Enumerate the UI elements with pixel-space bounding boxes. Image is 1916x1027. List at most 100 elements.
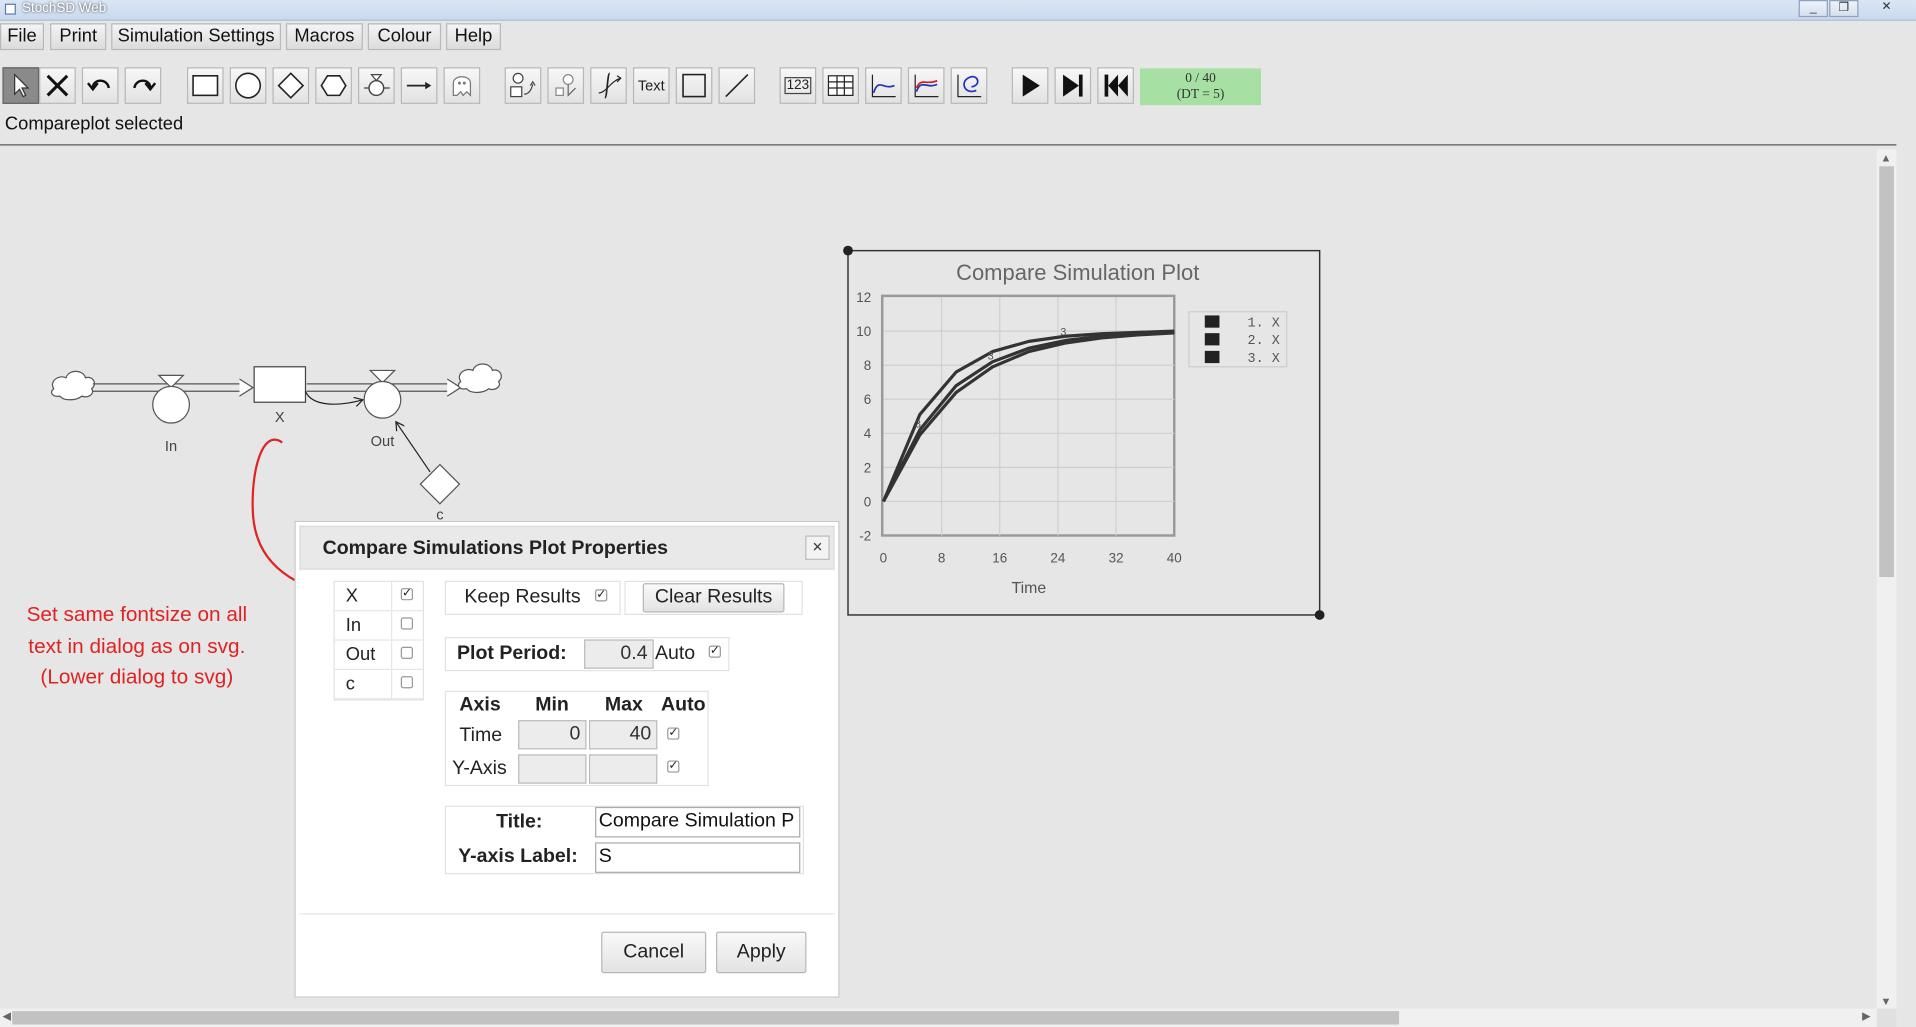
delete-button[interactable] (39, 67, 76, 104)
numberbox-tool-button[interactable] (504, 67, 542, 104)
variable-checkbox[interactable] (400, 617, 414, 630)
plot-period-input[interactable]: 0.4 (584, 639, 654, 669)
y-tick-label: 2 (864, 460, 871, 475)
inflow-valve[interactable] (152, 385, 191, 424)
table-icon (827, 75, 854, 96)
timeplot-tool-button[interactable] (865, 67, 902, 104)
annotation-line-1: Set same fontsize on all (26, 602, 248, 626)
compare-plot[interactable]: Compare Simulation Plot 12 10 8 6 4 2 0 -2 0 8 16… (843, 245, 1325, 620)
stock-tool-button[interactable] (186, 67, 224, 104)
simulation-progress: 0 / 40 (DT = 5) (1140, 68, 1262, 106)
scroll-down-icon[interactable]: ▼ (1880, 995, 1892, 1008)
constant-c[interactable] (419, 463, 461, 505)
step-button[interactable] (1054, 67, 1092, 104)
time-auto-checkbox[interactable]: ✓ (667, 726, 680, 740)
plot-period-auto-checkbox[interactable]: ✓ (708, 644, 721, 658)
converter-icon (320, 75, 347, 97)
ylabel-field-label: Y-axis Label: (458, 846, 578, 867)
menu-print[interactable]: Print (50, 23, 107, 51)
compareplot-tool-button[interactable] (907, 67, 945, 104)
variable-checkbox[interactable]: ✓ (400, 586, 414, 601)
source-cloud-icon[interactable] (51, 370, 95, 401)
redo-button[interactable] (124, 67, 162, 104)
clear-results-button[interactable]: Clear Results (642, 583, 785, 613)
inflow-label: In (165, 439, 177, 455)
restore-button[interactable]: ❐ (1829, 0, 1859, 18)
xyplot-tool-button[interactable] (950, 67, 988, 104)
y-auto-checkbox[interactable]: ✓ (667, 759, 680, 773)
rectangle-tool-button[interactable] (675, 67, 713, 104)
variable-row: c (334, 669, 423, 700)
x-tick-label: 16 (992, 550, 1007, 565)
annotation-line-3: (Lower dialog to svg) (40, 665, 234, 689)
time-min-input[interactable]: 0 (518, 720, 587, 750)
function-tool-button[interactable] (590, 67, 627, 104)
flow-tool-button[interactable] (358, 67, 395, 104)
reset-button[interactable] (1097, 67, 1134, 104)
numberbox-display-button[interactable]: 123 (779, 67, 817, 104)
y-tick-labels: 12 10 8 6 4 2 0 -2 (856, 290, 871, 543)
y-max-input[interactable] (588, 754, 658, 784)
auxiliary-icon (235, 72, 262, 99)
menu-colour[interactable]: Colour (367, 23, 442, 51)
menu-file[interactable]: File (0, 23, 44, 51)
line-tool-button[interactable] (718, 67, 756, 104)
menu-simulation-settings[interactable]: Simulation Settings (111, 23, 282, 51)
plot-period-cell (444, 636, 730, 672)
menu-macros[interactable]: Macros (285, 23, 363, 51)
cancel-button[interactable]: Cancel (601, 931, 707, 974)
resize-handle-bottom-right[interactable] (1314, 610, 1325, 620)
y-min-input[interactable] (518, 754, 587, 784)
link-tool-button[interactable] (400, 67, 438, 104)
undo-button[interactable] (81, 67, 119, 104)
ghost-tool-button[interactable] (443, 67, 481, 104)
play-button[interactable] (1011, 67, 1049, 104)
minimize-button[interactable]: _ (1798, 0, 1828, 18)
converter-tool-button[interactable] (315, 67, 352, 104)
series-point-label: 3 (915, 419, 921, 431)
legend-swatch (1204, 315, 1220, 328)
close-window-button[interactable]: ✕ (1881, 0, 1892, 14)
y-tick-label: 4 (864, 426, 872, 441)
table-tool-button[interactable] (822, 67, 859, 104)
ylabel-input[interactable]: S (595, 842, 801, 873)
outflow-label: Out (371, 434, 395, 450)
vertical-scroll-thumb[interactable] (1879, 166, 1894, 578)
model-canvas[interactable] (0, 144, 1897, 1016)
text-tool-button[interactable]: Text (632, 67, 670, 104)
horizontal-scroll-thumb[interactable] (12, 1011, 1400, 1025)
dialog-close-button[interactable]: × (805, 535, 830, 560)
keep-results-checkbox[interactable]: ✓ (595, 588, 608, 602)
pointer-tool-button[interactable] (2, 67, 40, 104)
variable-row: Out (334, 640, 423, 670)
axis-header-min: Min (535, 694, 569, 716)
horizontal-scrollbar[interactable]: ◀ ▶ (0, 1008, 1877, 1027)
constant-tool-button[interactable] (272, 67, 310, 104)
variable-checkbox[interactable] (400, 646, 414, 659)
legend-label: 1. X (1248, 316, 1280, 331)
scroll-up-icon[interactable]: ▲ (1880, 151, 1892, 164)
apply-button[interactable]: Apply (716, 931, 807, 974)
x-tick-label: 24 (1050, 550, 1065, 565)
dialog-divider (299, 913, 835, 915)
outflow-valve[interactable] (363, 380, 402, 419)
menu-help[interactable]: Help (445, 23, 501, 51)
rotate-tool-button[interactable] (547, 67, 585, 104)
stock-x[interactable] (253, 366, 307, 403)
time-max-input[interactable]: 40 (588, 720, 658, 750)
clear-results-cell (624, 580, 803, 615)
resize-handle-top-left[interactable] (843, 245, 853, 256)
title-input[interactable]: Compare Simulation P (595, 806, 801, 838)
scroll-left-icon[interactable]: ◀ (2, 1009, 11, 1023)
legend-label: 2. X (1248, 334, 1280, 349)
auxiliary-tool-button[interactable] (229, 67, 267, 104)
undo-icon (87, 79, 110, 92)
sink-cloud-icon[interactable] (457, 363, 502, 394)
axis-header-auto: Auto (661, 694, 706, 716)
y-tick-label: -2 (859, 528, 871, 543)
variable-checkbox[interactable] (400, 676, 414, 689)
annotation-note: Set same fontsize on all text in dialog … (7, 599, 266, 693)
scroll-right-icon[interactable]: ▶ (1862, 1009, 1871, 1023)
vertical-scrollbar[interactable]: ▲ ▼ (1876, 149, 1897, 1013)
simulation-time: 0 / 40 (1185, 70, 1216, 86)
